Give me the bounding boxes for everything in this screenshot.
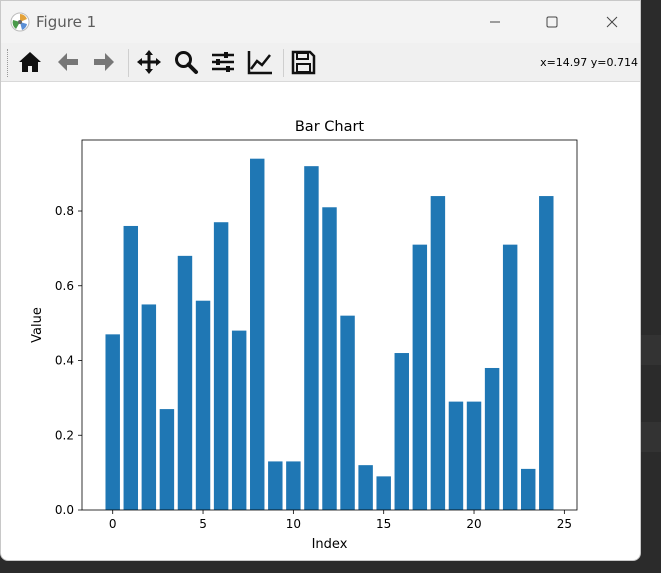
minimize-icon bbox=[490, 21, 500, 23]
minimize-button[interactable] bbox=[472, 1, 518, 43]
x-tick-label: 10 bbox=[286, 517, 301, 531]
subplots-button[interactable] bbox=[207, 46, 239, 78]
bar-9 bbox=[268, 461, 283, 510]
bar-11 bbox=[304, 166, 319, 510]
bar-8 bbox=[250, 158, 265, 510]
figure-window: Figure 1 bbox=[0, 0, 641, 561]
x-axis-label: Index bbox=[312, 537, 348, 552]
bar-24 bbox=[539, 196, 554, 510]
title-bar: Figure 1 bbox=[1, 1, 640, 43]
bar-6 bbox=[213, 222, 229, 510]
bar-21 bbox=[484, 367, 500, 510]
edit-axes-button[interactable] bbox=[244, 46, 276, 78]
bar-22 bbox=[502, 244, 518, 510]
x-tick-label: 5 bbox=[199, 517, 207, 531]
cursor-coordinates-readout: x=14.97 y=0.714 bbox=[540, 56, 638, 69]
toolbar-separator bbox=[128, 49, 129, 77]
background-panel bbox=[641, 335, 661, 365]
y-tick-label: 0.2 bbox=[55, 428, 74, 442]
x-tick-label: 25 bbox=[557, 517, 572, 531]
y-axis-label: Value bbox=[30, 307, 45, 343]
bar-13 bbox=[340, 315, 355, 510]
axes-frame bbox=[81, 139, 578, 511]
pan-move-icon bbox=[137, 50, 161, 74]
save-floppy-icon bbox=[291, 50, 316, 75]
navigation-toolbar bbox=[1, 43, 640, 82]
y-tick-label: 0.6 bbox=[55, 279, 74, 293]
chart-title: Bar Chart bbox=[295, 119, 365, 135]
maximize-button[interactable] bbox=[529, 1, 575, 43]
bar-17 bbox=[412, 244, 428, 510]
bar-10 bbox=[286, 461, 301, 510]
bar-23 bbox=[520, 468, 536, 510]
home-button[interactable] bbox=[14, 46, 46, 78]
bar-4 bbox=[177, 255, 193, 510]
home-icon bbox=[19, 52, 41, 72]
toolbar-grip[interactable] bbox=[7, 49, 10, 77]
figure-canvas[interactable]: 0 5 10 15 20 25 0.0 0.2 0.4 0.6 0.8 Bar Chart Index V… bbox=[1, 82, 641, 561]
bar-18 bbox=[430, 196, 446, 510]
back-button[interactable] bbox=[52, 46, 84, 78]
y-tick-label: 0.0 bbox=[55, 503, 74, 517]
bar-3 bbox=[159, 409, 175, 510]
background-panel bbox=[641, 422, 661, 452]
bar-14 bbox=[358, 465, 373, 510]
edit-axes-icon bbox=[247, 51, 272, 75]
bar-1 bbox=[123, 225, 139, 510]
save-button[interactable] bbox=[287, 46, 319, 78]
bar-2 bbox=[141, 304, 157, 510]
matplotlib-logo-icon bbox=[10, 12, 30, 32]
bar-7 bbox=[231, 330, 247, 510]
back-arrow-icon bbox=[58, 53, 78, 71]
x-tick-label: 20 bbox=[466, 517, 481, 531]
maximize-icon bbox=[546, 16, 558, 28]
x-tick-label: 0 bbox=[109, 517, 117, 531]
bar-19 bbox=[448, 401, 464, 510]
y-tick-label: 0.8 bbox=[55, 204, 74, 218]
y-tick-label: 0.4 bbox=[55, 354, 74, 368]
bar-20 bbox=[466, 401, 482, 510]
bar-16 bbox=[394, 353, 409, 510]
close-button[interactable] bbox=[589, 1, 635, 43]
x-tick-label: 15 bbox=[376, 517, 391, 531]
forward-button[interactable] bbox=[88, 46, 120, 78]
bar-0 bbox=[105, 334, 120, 510]
forward-arrow-icon bbox=[94, 53, 114, 71]
zoom-button[interactable] bbox=[170, 46, 202, 78]
close-icon bbox=[606, 16, 618, 28]
bar-5 bbox=[195, 300, 211, 510]
bar-12 bbox=[322, 207, 337, 510]
bar-15 bbox=[376, 476, 391, 510]
subplots-sliders-icon bbox=[212, 52, 234, 72]
pan-button[interactable] bbox=[133, 46, 165, 78]
window-title: Figure 1 bbox=[36, 13, 97, 31]
toolbar-separator bbox=[283, 49, 284, 77]
zoom-magnifier-icon bbox=[175, 51, 198, 74]
